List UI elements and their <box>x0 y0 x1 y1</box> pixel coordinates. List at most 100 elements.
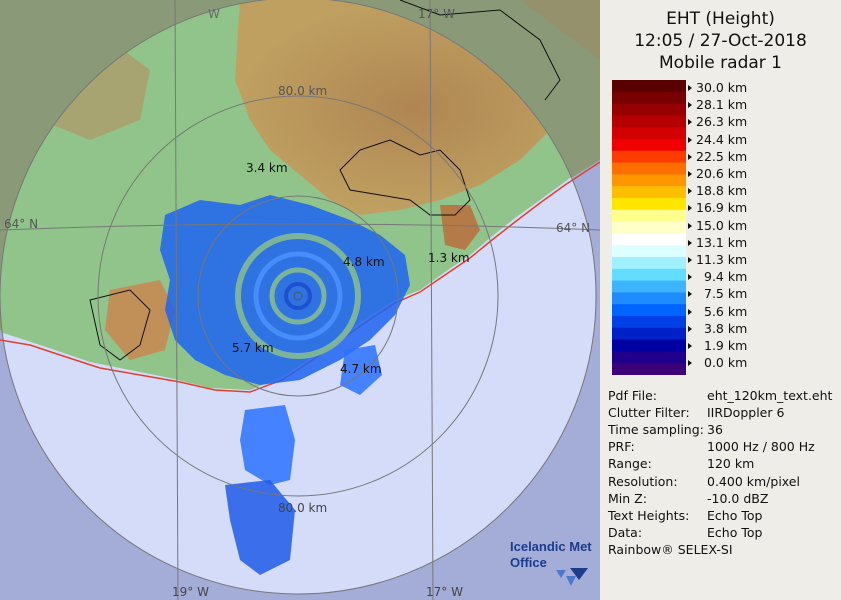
lat-label-left: 64° N <box>4 217 38 231</box>
colorbar-swatch <box>612 363 686 375</box>
logo-mark-icon <box>556 570 566 578</box>
colorbar-label: 22.5 km <box>696 148 748 164</box>
colorbar-swatch <box>612 233 686 246</box>
metadata-value: eht_120km_text.eht <box>707 388 833 403</box>
metadata-key: Data: <box>608 524 643 540</box>
colorbar-label: 18.8 km <box>696 183 748 199</box>
metadata-key: Time sampling: <box>608 422 704 438</box>
colorbar-tick-icon <box>688 136 692 143</box>
colorbar-tick-icon <box>688 343 692 349</box>
radar-map[interactable]: W 17° W 19° W 17° W 64° N 64° N 80.0 km … <box>0 0 600 600</box>
colorbar-label: 9.4 km <box>704 269 748 285</box>
range-ring-40km <box>197 195 399 397</box>
colorbar-swatch <box>612 127 686 140</box>
echo-south-2 <box>225 480 295 575</box>
colorbar-swatch <box>612 150 686 164</box>
colorbar-label: 20.6 km <box>696 166 748 181</box>
highland-west <box>105 280 175 360</box>
colorbar-label: 1.9 km <box>704 338 748 353</box>
highland-east <box>440 205 480 250</box>
colorbar-swatch <box>612 209 686 223</box>
colorbar-tick-icon <box>688 239 692 246</box>
product-datetime: 12:05 / 27-Oct-2018 <box>634 31 807 51</box>
colorbar-label: 26.3 km <box>696 114 748 130</box>
metadata-value: -10.0 dBZ <box>707 490 769 506</box>
colorbar-swatch <box>612 115 686 128</box>
metadata-value: 0.400 km/pixel <box>707 473 800 489</box>
colorbar-label: 7.5 km <box>704 286 748 302</box>
echo-ring-4 <box>284 282 312 310</box>
outer-highland <box>150 0 600 60</box>
colorbar-tick-icon <box>688 171 692 177</box>
colorbar-tick-icon <box>688 188 692 195</box>
colorbar-tick-icon <box>688 291 692 298</box>
colorbar-label: 13.1 km <box>696 234 748 250</box>
glacier-outline-3 <box>399 0 561 101</box>
meridian-19w <box>174 0 179 600</box>
echo-top-label-1: 3.4 km <box>246 161 288 175</box>
meridian-17w <box>429 0 434 600</box>
colorbar-swatch <box>612 327 686 341</box>
metadata-value: 1000 Hz / 800 Hz <box>707 439 815 455</box>
range-label-south: 80.0 km <box>278 501 327 515</box>
lon-label-bottom-left: 19° W <box>172 585 209 599</box>
lat-label-right: 64° N <box>556 221 590 235</box>
colorbar-tick-icon <box>688 308 692 315</box>
glacier-outline-2 <box>89 289 151 361</box>
echo-ring-1 <box>235 233 361 359</box>
colorbar-swatch <box>612 280 686 293</box>
colorbar-swatch <box>612 268 686 282</box>
imo-logo: Icelandic Met Office <box>510 539 592 586</box>
colorbar-tick-icon <box>688 274 692 281</box>
metadata-key: Clutter Filter: <box>608 405 690 421</box>
metadata-key: Min Z: <box>608 490 647 506</box>
colorbar-swatch <box>612 198 686 211</box>
metadata-value: Echo Top <box>707 524 763 540</box>
radar-site-marker <box>293 291 303 301</box>
metadata-value: 36 <box>707 422 723 438</box>
metadata-value: Echo Top <box>707 507 763 523</box>
colorbar-swatch <box>612 292 686 305</box>
metadata-value: 120 km <box>707 456 755 472</box>
footer-credit: Rainbow® SELEX-SI <box>608 542 733 557</box>
glacier-outline <box>339 139 471 216</box>
colorbar-swatch <box>612 162 686 175</box>
logo-mark-icon-3 <box>566 576 576 586</box>
metadata-key: Range: <box>608 456 652 472</box>
metadata-value: IIRDoppler 6 <box>707 405 785 421</box>
colorbar-swatch <box>612 174 686 187</box>
colorbar-label: 24.4 km <box>696 131 748 147</box>
colorbar-swatch <box>612 304 686 317</box>
colorbar-tick-icon <box>688 85 692 91</box>
colorbar-swatch <box>612 339 686 352</box>
lon-label-top-left: W <box>208 7 220 21</box>
colorbar-swatch <box>612 186 686 199</box>
echo-top-label-4: 5.7 km <box>232 341 274 355</box>
colorbar-swatch <box>612 245 686 258</box>
range-ring-max <box>0 0 597 595</box>
colorbar-swatch <box>612 316 686 329</box>
colorbar-tick-icon <box>688 153 692 160</box>
echo-south-1 <box>240 405 295 485</box>
colorbar-swatch <box>612 139 686 152</box>
echo-main <box>160 195 410 385</box>
colorbar-swatch <box>612 351 686 364</box>
echo-top-label-2: 4.8 km <box>343 255 385 269</box>
echo-top-label-5: 4.7 km <box>340 362 382 376</box>
product-title: EHT (Height) <box>666 9 775 29</box>
colorbar <box>612 80 686 375</box>
colorbar-label: 3.8 km <box>704 320 748 336</box>
metadata-key: Pdf File: <box>608 388 657 403</box>
colorbar-tick-icon <box>688 325 692 332</box>
parallel-64n <box>0 223 600 231</box>
colorbar-tick-icon <box>688 205 692 212</box>
colorbar-label: 15.0 km <box>696 217 748 233</box>
colorbar-label: 30.0 km <box>696 80 748 95</box>
colorbar-tick-icon <box>688 222 692 229</box>
colorbar-swatch <box>612 221 686 234</box>
colorbar-swatch <box>612 80 686 93</box>
echo-east <box>340 345 382 395</box>
colorbar-tick-icon <box>688 257 692 263</box>
colorbar-tick-icon <box>688 360 692 367</box>
colorbar-label: 28.1 km <box>696 97 748 113</box>
